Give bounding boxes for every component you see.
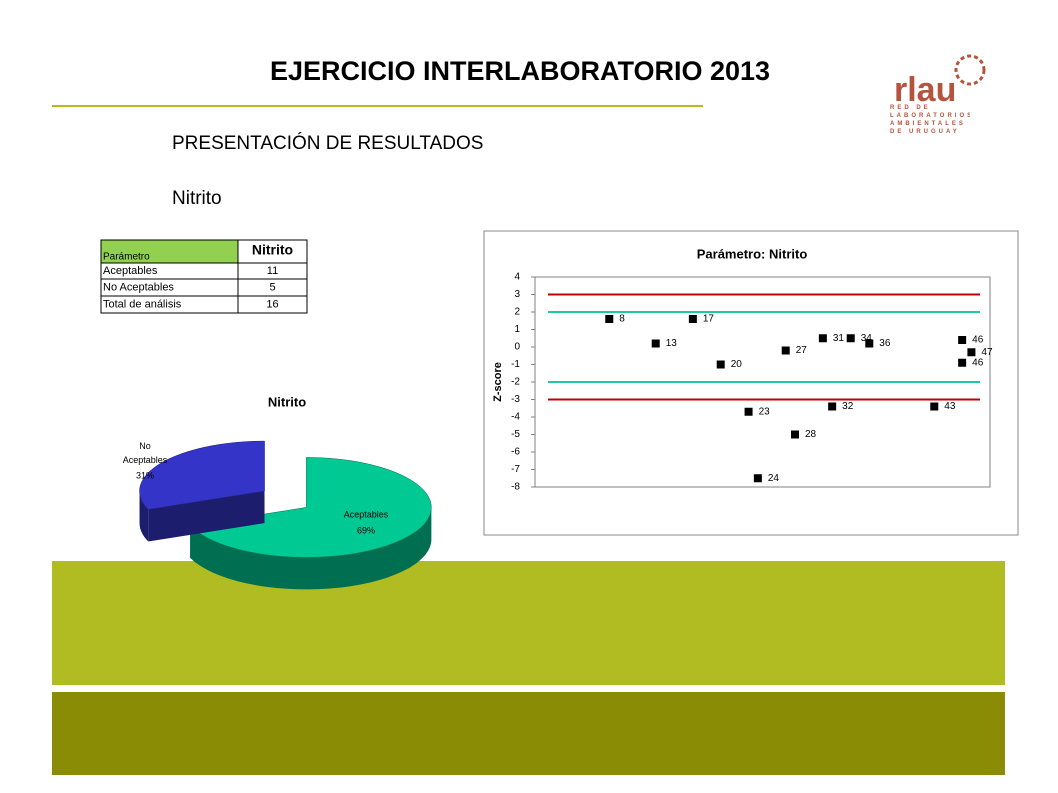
pie-slice xyxy=(189,457,432,558)
y-tick-label: 4 xyxy=(514,272,520,283)
point xyxy=(930,402,939,411)
table-value: 5 xyxy=(269,281,275,293)
pie-value-label: 31% xyxy=(136,470,154,480)
y-tick-label: 1 xyxy=(514,324,520,335)
y-tick-label: 3 xyxy=(514,289,520,300)
table-label: No Aceptables xyxy=(103,281,174,293)
point xyxy=(958,336,967,344)
point-label: 36 xyxy=(879,338,891,349)
logo-caption-box: RED DE LABORATORIOS AMBIENTALES DE URUGU… xyxy=(890,105,970,134)
pie-side xyxy=(139,491,149,542)
y-tick-label: -5 xyxy=(511,429,520,440)
y-tick-label: -7 xyxy=(511,464,520,475)
point xyxy=(865,339,874,348)
point-label: 43 xyxy=(944,401,956,412)
table-header: Parámetro xyxy=(103,252,150,263)
y-axis-label: Z-score xyxy=(492,362,504,402)
point-label: 23 xyxy=(759,406,771,417)
pie-title: Nitrito xyxy=(268,394,306,409)
y-tick-label: -8 xyxy=(511,482,520,493)
chart-title: Parámetro: Nitrito xyxy=(697,246,808,261)
point-label: 13 xyxy=(666,338,678,349)
y-tick-label: -6 xyxy=(511,447,520,458)
table-label: Aceptables xyxy=(103,265,158,277)
band-dark xyxy=(52,692,1005,775)
point xyxy=(958,358,967,367)
y-tick-label: 0 xyxy=(514,342,520,353)
point-label: 8 xyxy=(619,314,625,325)
table-label: Total de análisis xyxy=(103,298,182,310)
point xyxy=(828,402,837,411)
point-label: 34 xyxy=(861,333,873,344)
logo-caption: RED DE LABORATORIOS AMBIENTALES DE URUGU… xyxy=(890,105,970,134)
point xyxy=(846,334,855,343)
pie-side xyxy=(190,507,432,590)
y-tick-label: 2 xyxy=(514,307,520,318)
point xyxy=(605,315,614,323)
point-label: 46 xyxy=(972,357,984,368)
point-label: 46 xyxy=(972,335,984,346)
y-tick-label: -3 xyxy=(511,394,520,405)
subtitle: PRESENTACIÓN DE RESULTADOS xyxy=(172,132,483,154)
point xyxy=(791,430,799,439)
band-light xyxy=(52,561,1005,685)
pie-value-label: 69% xyxy=(357,525,375,535)
y-tick-label: -4 xyxy=(511,412,520,423)
point xyxy=(753,474,762,483)
y-tick-label: -1 xyxy=(511,359,520,370)
table-value: 16 xyxy=(266,298,278,310)
pie-cut xyxy=(148,491,265,542)
table-header: Nitrito xyxy=(252,242,293,258)
pie-slice xyxy=(139,440,265,510)
point xyxy=(781,346,790,355)
point xyxy=(967,348,976,357)
parameter: Nitrito xyxy=(172,188,222,209)
point xyxy=(744,407,753,416)
logo-icon xyxy=(954,54,986,86)
point xyxy=(818,334,827,343)
point xyxy=(716,360,725,369)
point-label: 28 xyxy=(805,429,817,440)
point-label: 20 xyxy=(731,359,743,370)
table-cell xyxy=(237,295,308,314)
point-label: 31 xyxy=(833,333,845,344)
point-label: 27 xyxy=(796,345,808,356)
point-label: 24 xyxy=(768,473,780,484)
y-tick-label: -2 xyxy=(511,377,520,388)
pie-label: Aceptables xyxy=(344,509,389,519)
slide-title: EJERCICIO INTERLABORATORIO 2013 xyxy=(270,56,770,86)
point-label: 17 xyxy=(703,314,715,325)
logo-name: rlau xyxy=(894,71,956,109)
point-label: 32 xyxy=(842,401,854,412)
point-label: 47 xyxy=(981,347,993,358)
point xyxy=(651,339,660,348)
pie-label: No Aceptables xyxy=(123,441,168,465)
point xyxy=(688,315,697,323)
table-value: 11 xyxy=(267,265,278,277)
